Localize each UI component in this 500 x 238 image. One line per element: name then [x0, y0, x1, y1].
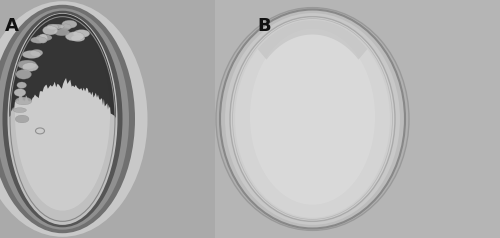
Text: B: B — [258, 17, 271, 35]
Ellipse shape — [235, 20, 390, 218]
Ellipse shape — [15, 18, 110, 211]
Ellipse shape — [54, 29, 70, 36]
Ellipse shape — [225, 13, 400, 225]
Ellipse shape — [220, 10, 405, 228]
Ellipse shape — [36, 35, 52, 41]
Ellipse shape — [74, 30, 90, 38]
Ellipse shape — [30, 37, 47, 43]
Ellipse shape — [22, 63, 38, 71]
Ellipse shape — [30, 50, 43, 56]
Ellipse shape — [66, 32, 84, 41]
Ellipse shape — [50, 24, 64, 29]
Ellipse shape — [60, 24, 71, 30]
Ellipse shape — [230, 17, 395, 221]
Ellipse shape — [2, 11, 122, 227]
Ellipse shape — [250, 29, 375, 205]
Ellipse shape — [14, 89, 26, 96]
Ellipse shape — [0, 1, 148, 237]
Ellipse shape — [38, 34, 48, 43]
Ellipse shape — [8, 13, 117, 225]
Ellipse shape — [71, 35, 85, 41]
Ellipse shape — [17, 82, 26, 88]
Ellipse shape — [0, 8, 129, 230]
Ellipse shape — [16, 69, 32, 79]
Bar — [215, 0, 500, 238]
Ellipse shape — [62, 20, 77, 28]
Polygon shape — [9, 14, 116, 119]
Text: A: A — [5, 17, 19, 35]
Ellipse shape — [0, 5, 135, 233]
Ellipse shape — [15, 115, 29, 123]
Ellipse shape — [16, 97, 32, 105]
Ellipse shape — [42, 26, 58, 35]
Ellipse shape — [13, 108, 26, 113]
Ellipse shape — [46, 24, 58, 29]
Ellipse shape — [216, 8, 409, 230]
Polygon shape — [258, 20, 368, 60]
Ellipse shape — [18, 60, 36, 69]
Ellipse shape — [22, 50, 41, 58]
